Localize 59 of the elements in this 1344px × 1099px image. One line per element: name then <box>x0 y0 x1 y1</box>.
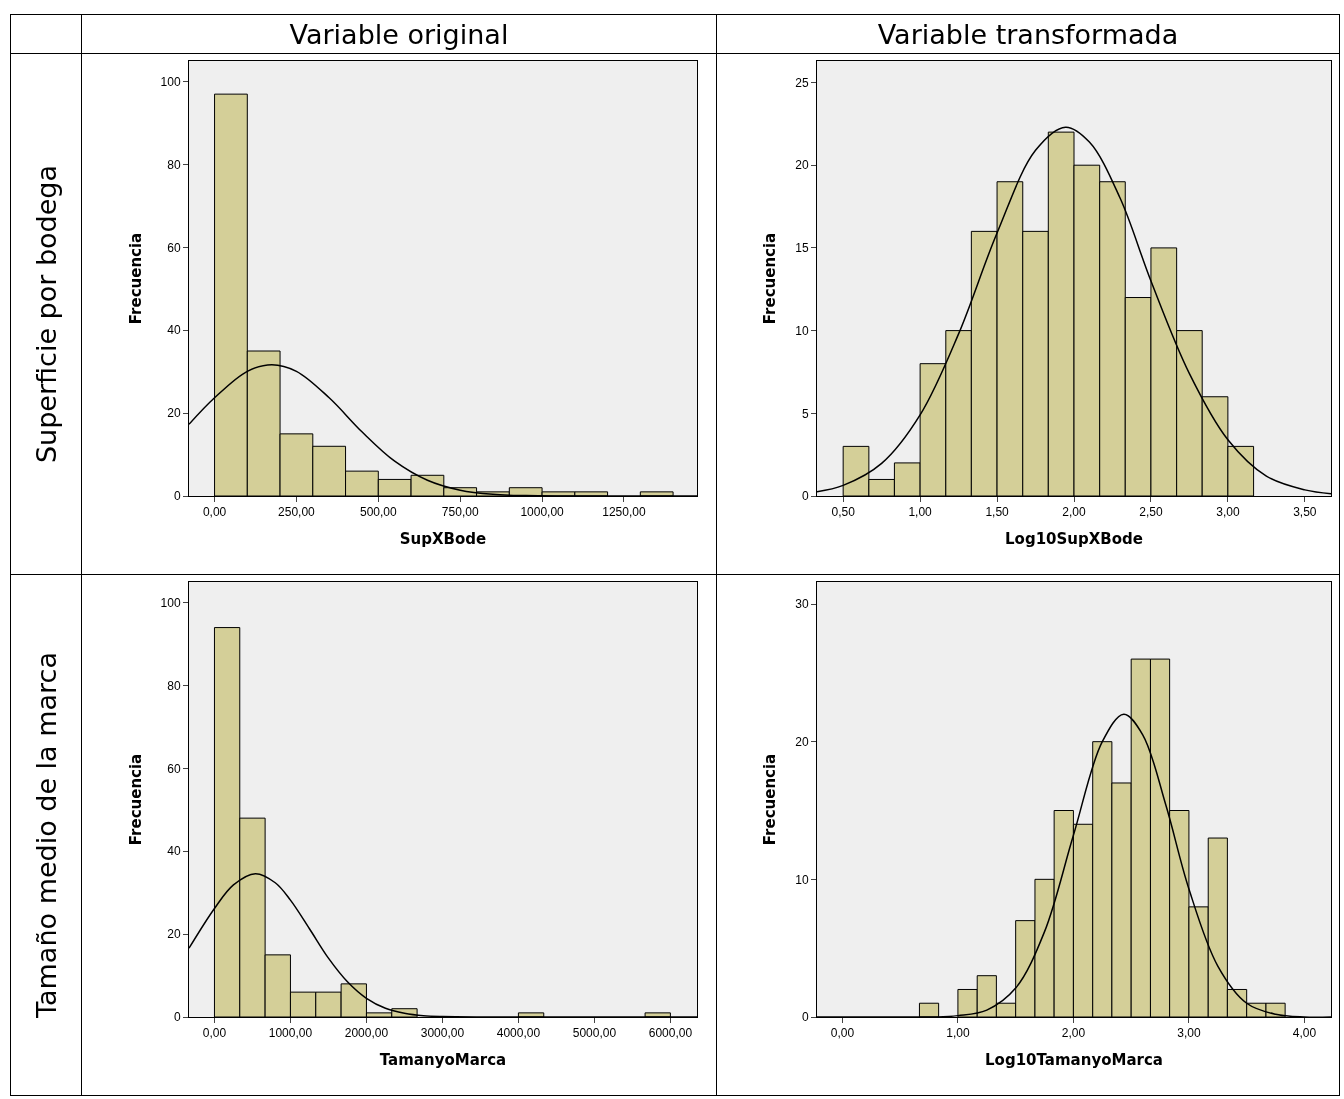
y-tick-label: 0 <box>801 489 809 504</box>
x-tick-label: 250,00 <box>278 505 316 520</box>
chart-title: Variable original <box>81 14 717 54</box>
x-tick-label: 0,00 <box>202 1026 227 1041</box>
x-tick-label: 0,50 <box>831 505 856 520</box>
x-tick-label: 3,00 <box>1216 505 1240 520</box>
x-tick-label: 0,00 <box>830 1026 855 1041</box>
y-tick-label: 0 <box>173 489 181 504</box>
x-tick-label: 750,00 <box>441 505 479 520</box>
x-tick-label: 5000,00 <box>572 1026 617 1041</box>
x-axis-title: Log10TamanyoMarca <box>985 1051 1163 1070</box>
x-tick-label: 1000,00 <box>520 505 565 520</box>
x-tick-label: 1250,00 <box>602 505 646 520</box>
y-tick-label: 0 <box>173 1010 181 1025</box>
x-tick-label: 4000,00 <box>496 1026 541 1041</box>
x-axis-title: SupXBode <box>399 530 487 549</box>
x-tick-label: 2,00 <box>1062 505 1086 520</box>
x-tick-label: 1000,00 <box>268 1026 313 1041</box>
y-axis-title: Frecuencia <box>761 753 780 846</box>
chart-title: Variable transformada <box>716 14 1340 54</box>
y-tick-label: 80 <box>167 157 181 172</box>
x-tick-label: 2,00 <box>1061 1026 1086 1041</box>
y-tick-label: 100 <box>160 74 181 89</box>
y-tick-label: 20 <box>167 927 181 942</box>
y-tick-label: 60 <box>167 761 181 776</box>
y-tick-label: 5 <box>801 406 809 421</box>
x-tick-label: 1,50 <box>985 505 1010 520</box>
y-axis-title: Frecuencia <box>761 232 780 325</box>
y-tick-label: 20 <box>167 406 181 421</box>
y-tick-label: 20 <box>795 734 809 749</box>
x-axis-title: Log10SupXBode <box>1005 530 1143 549</box>
y-tick-label: 25 <box>795 75 809 90</box>
y-axis-title: Frecuencia <box>126 232 145 325</box>
x-tick-label: 3000,00 <box>420 1026 465 1041</box>
x-tick-label: 4,00 <box>1292 1026 1317 1041</box>
y-tick-label: 80 <box>167 678 181 693</box>
x-tick-label: 1,00 <box>946 1026 970 1041</box>
y-tick-label: 10 <box>795 323 809 338</box>
x-tick-label: 0,00 <box>202 505 227 520</box>
y-tick-label: 30 <box>795 597 809 612</box>
y-tick-label: 40 <box>167 323 181 338</box>
y-tick-label: 100 <box>160 595 181 610</box>
x-tick-label: 3,50 <box>1293 505 1317 520</box>
text: Tamaño medio de la marca <box>30 652 62 1018</box>
x-axis-title: TamanyoMarca <box>379 1051 507 1070</box>
y-tick-label: 20 <box>795 158 809 173</box>
x-tick-label: 6000,00 <box>648 1026 693 1041</box>
x-tick-label: 500,00 <box>359 505 397 520</box>
x-tick-label: 3,00 <box>1177 1026 1201 1041</box>
x-tick-label: 2,50 <box>1139 505 1163 520</box>
y-axis-title: Frecuencia <box>126 753 145 846</box>
y-tick-label: 60 <box>167 240 181 255</box>
text: Superficie por bodega <box>30 164 62 464</box>
y-tick-label: 10 <box>795 872 809 887</box>
x-tick-label: 1,00 <box>908 505 933 520</box>
y-tick-label: 0 <box>801 1010 809 1025</box>
x-tick-label: 2000,00 <box>344 1026 389 1041</box>
y-tick-label: 40 <box>167 844 181 859</box>
y-tick-label: 15 <box>795 241 809 256</box>
